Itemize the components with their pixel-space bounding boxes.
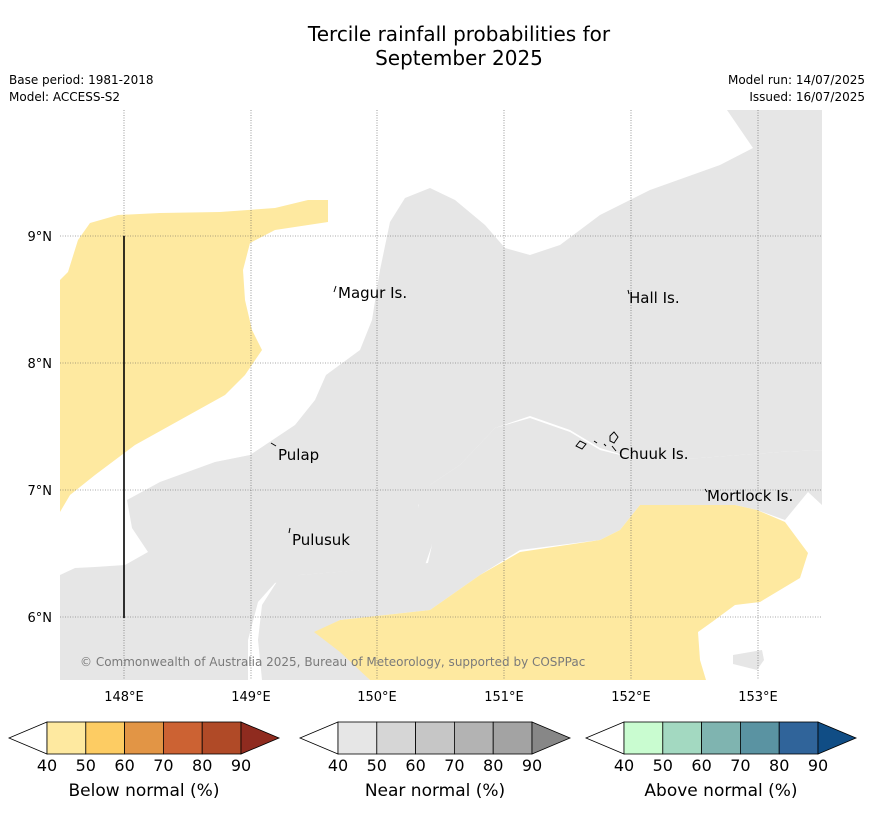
colorbar-label-below: Below normal (%) xyxy=(68,781,220,801)
place-labels: Magur Is. Hall Is. Pulap Chuuk Is. Mortl… xyxy=(278,284,793,549)
colorbar-below-min-extend xyxy=(7,721,48,755)
colorbar-near-segment xyxy=(453,721,494,755)
title-line-1: Tercile rainfall probabilities for xyxy=(307,22,611,46)
below-normal-region-south xyxy=(314,505,808,680)
island-mortlock-mark xyxy=(704,488,708,493)
place-label-magur: Magur Is. xyxy=(338,284,407,302)
colorbar-near-tick: 40 xyxy=(328,756,348,775)
colorbar-above-tick: 80 xyxy=(769,756,789,775)
lat-tick-7n: 7°N xyxy=(28,484,53,499)
colorbar-below-segment xyxy=(162,721,203,755)
lon-tick-152: 152°E xyxy=(611,690,651,705)
colorbar-near-segment xyxy=(376,721,416,755)
near-normal-region-south-patch xyxy=(733,650,764,670)
lon-tick-labels: 148°E 149°E 150°E 151°E 152°E 153°E xyxy=(104,690,778,705)
colorbar-below-segment xyxy=(46,721,87,755)
colorbar-label-above: Above normal (%) xyxy=(644,781,798,801)
lon-tick-150: 150°E xyxy=(357,690,397,705)
colorbar-above-tick: 40 xyxy=(614,756,634,775)
place-label-chuuk: Chuuk Is. xyxy=(619,445,688,463)
issued-date: Issued: 16/07/2025 xyxy=(749,90,865,104)
colorbar-below-tick: 90 xyxy=(231,756,251,775)
below-normal-region-west xyxy=(60,200,328,512)
colorbar-near-segment xyxy=(492,721,533,755)
colorbar-near: 40 50 60 70 80 90 xyxy=(298,721,572,775)
lat-tick-8n: 8°N xyxy=(28,357,53,372)
colorbar-above-segment xyxy=(778,721,819,755)
colorbar-near-tick: 70 xyxy=(444,756,464,775)
colorbar-above-tick: 70 xyxy=(730,756,750,775)
lon-tick-153: 153°E xyxy=(738,690,778,705)
colorbar-below-tick: 40 xyxy=(37,756,57,775)
meta-right: Model run: 14/07/2025 Issued: 16/07/2025 xyxy=(728,72,865,106)
colorbar-above-segment xyxy=(662,721,702,755)
place-label-pulusuk: Pulusuk xyxy=(292,531,350,549)
colorbar-above-tick: 60 xyxy=(691,756,711,775)
colorbar-near-tick: 90 xyxy=(522,756,542,775)
colorbar-below-segment xyxy=(124,721,164,755)
island-hall-mark xyxy=(627,289,630,295)
colorbar-near-max-extend xyxy=(531,721,572,755)
colorbar-below-tick: 60 xyxy=(114,756,134,775)
colorbar-near-min-extend xyxy=(298,721,339,755)
model-name: Model: ACCESS-S2 xyxy=(9,90,121,104)
place-label-pulap: Pulap xyxy=(278,446,319,464)
place-label-hall: Hall Is. xyxy=(629,289,680,307)
colorbars: 40 50 60 70 80 90 40 50 60 70 80 90 40 50 60 70 80 90 xyxy=(7,721,858,775)
colorbar-below-segment xyxy=(85,721,126,755)
lat-tick-labels: 9°N 8°N 7°N 6°N xyxy=(28,230,53,626)
map-title: Tercile rainfall probabilities for Septe… xyxy=(0,22,873,70)
map-area: Magur Is. Hall Is. Pulap Chuuk Is. Mortl… xyxy=(60,110,822,680)
meta-left: Base period: 1981-2018 Model: ACCESS-S2 xyxy=(9,72,154,106)
lat-tick-6n: 6°N xyxy=(28,611,53,626)
island-pulusuk-mark xyxy=(288,527,291,534)
colorbar-below-max-extend xyxy=(240,721,281,755)
colorbar-label-near: Near normal (%) xyxy=(364,781,506,801)
base-period: Base period: 1981-2018 xyxy=(9,73,154,87)
colorbar-below-tick: 80 xyxy=(192,756,212,775)
near-normal-region-main xyxy=(258,110,822,680)
model-run: Model run: 14/07/2025 xyxy=(727,73,865,87)
colorbar-below-tick: 50 xyxy=(76,756,96,775)
colorbar-above: 40 50 60 70 80 90 xyxy=(584,721,858,775)
colorbar-below-segment xyxy=(201,721,242,755)
colorbar-near-tick: 50 xyxy=(367,756,387,775)
colorbar-above-max-extend xyxy=(817,721,858,755)
copyright-notice: © Commonwealth of Australia 2025, Bureau… xyxy=(80,655,585,669)
island-marks xyxy=(270,285,708,534)
lon-tick-149: 149°E xyxy=(231,690,271,705)
island-pulap-mark xyxy=(270,442,277,447)
colorbar-above-tick: 90 xyxy=(808,756,828,775)
island-chuuk-mark xyxy=(575,431,619,452)
near-normal-region-north xyxy=(60,110,822,680)
colorbar-above-tick: 50 xyxy=(653,756,673,775)
colorbar-below-tick: 70 xyxy=(153,756,173,775)
island-magur-mark xyxy=(333,285,337,293)
colorbar-above-segment xyxy=(740,721,780,755)
colorbar-below: 40 50 60 70 80 90 xyxy=(7,721,281,775)
title-line-2: September 2025 xyxy=(375,46,543,70)
lon-tick-148: 148°E xyxy=(104,690,144,705)
lon-tick-151: 151°E xyxy=(484,690,524,705)
colorbar-near-tick: 60 xyxy=(405,756,425,775)
lat-tick-9n: 9°N xyxy=(28,230,53,245)
near-normal-region-east-patch xyxy=(795,336,822,362)
place-label-mortlock: Mortlock Is. xyxy=(707,487,793,505)
colorbar-above-min-extend xyxy=(584,721,625,755)
colorbar-near-segment xyxy=(337,721,378,755)
colorbar-above-segment xyxy=(623,721,664,755)
colorbar-near-tick: 80 xyxy=(483,756,503,775)
colorbar-near-segment xyxy=(415,721,455,755)
colorbar-above-segment xyxy=(701,721,741,755)
